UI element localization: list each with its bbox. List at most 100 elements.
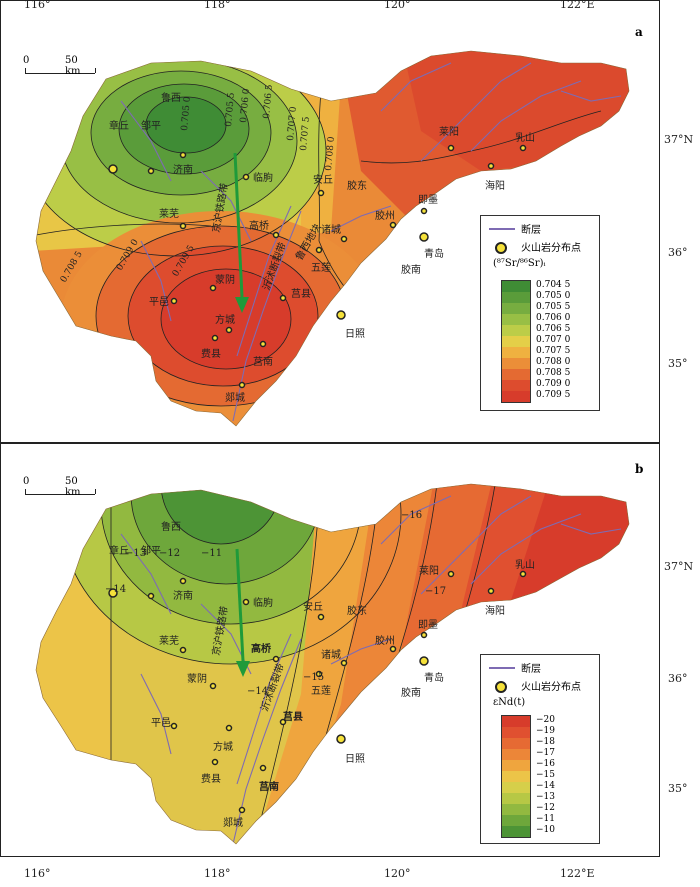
- place-zhangqiu-b: 章丘: [109, 544, 129, 557]
- legend-b-label-4: −16: [536, 759, 555, 769]
- place-mengyin-a: 蒙阴: [215, 273, 235, 286]
- place-rizhao-b: 日照: [345, 753, 365, 765]
- place-jiaozhou-a: 胶州: [375, 209, 395, 222]
- place-jiaodong-b: 胶东: [347, 604, 367, 617]
- place-zhucheng-b: 诸城: [321, 649, 341, 661]
- scale-bar-b: 0 50 km: [23, 476, 96, 498]
- volcanic-point-icon: [495, 242, 507, 254]
- place-gaoqiao-a: 高桥: [249, 219, 269, 232]
- lon-label-118-top: 118°: [204, 0, 231, 11]
- fault-line-icon: [489, 667, 515, 669]
- place-haiyang-a: 海阳: [485, 179, 505, 192]
- place-jimo-a: 即墨: [418, 194, 438, 206]
- place-laiyang-a: 莱阳: [439, 126, 459, 138]
- place-zouping-b: 邹平: [141, 544, 161, 557]
- lon-label-118: 118°: [204, 867, 231, 880]
- place-jimo-b: 即墨: [418, 619, 438, 631]
- legend-b-label-1: −19: [536, 726, 555, 736]
- place-qingdao-a: 青岛: [424, 247, 444, 260]
- place-pingyi-b: 平邑: [151, 717, 171, 729]
- legend-a-label-10: 0.709 5: [536, 390, 571, 400]
- contour-label-b-6: −17: [425, 586, 446, 597]
- contour-label-a-2: 0.706 0: [239, 88, 252, 123]
- place-junan-b: 莒南: [259, 780, 279, 793]
- legend-a-label-3: 0.706 0: [536, 313, 571, 323]
- place-luxi-b: 鲁西: [161, 520, 181, 533]
- place-mengyin-b: 蒙阴: [187, 672, 207, 685]
- legend-a-label-8: 0.708 5: [536, 368, 571, 378]
- legend-b: 断层 火山岩分布点 εNd(t) −20 −19 −18 −17 −16 −15 −14 −1…: [480, 654, 600, 844]
- place-qingdao-b: 青岛: [424, 671, 444, 684]
- contour-label-b-3: −14: [105, 584, 126, 595]
- legend-b-label-0: −20: [536, 715, 555, 725]
- contour-label-b-4: −15: [303, 672, 324, 683]
- contour-label-a-4: 0.707 0: [286, 106, 299, 141]
- contour-label-b-7: −14: [247, 686, 268, 697]
- legend-a-label-1: 0.705 0: [536, 291, 571, 301]
- lat-label-36-a: 36°: [668, 246, 688, 259]
- lat-label-37-a: 37°N: [664, 133, 694, 146]
- color-ramp-b: −20 −19 −18 −17 −16 −15 −14 −13 −12 −11 −10: [501, 715, 555, 838]
- place-wulian-a: 五莲: [311, 262, 331, 274]
- place-zhangqiu-a: 章丘: [109, 119, 129, 132]
- contour-label-a-6: 0.708 0: [324, 136, 337, 171]
- lat-label-37-b: 37°N: [664, 560, 694, 573]
- legend-title-a: (⁸⁷Sr/⁸⁶Sr)ᵢ: [493, 258, 546, 269]
- place-tancheng-b: 郯城: [223, 816, 243, 829]
- place-zhucheng-a: 诸城: [321, 224, 341, 236]
- place-linqu-a: 临朐: [253, 171, 273, 184]
- place-luxi-a: 鲁西: [161, 91, 181, 104]
- map-panel-a: 章丘 邹平 鲁西 济南 临朐 莱芜 高桥 安丘 胶东 诸城 胶州 即墨 青岛 胶…: [0, 0, 660, 443]
- legend-b-swatch-10: [502, 826, 530, 838]
- place-laiwu-a: 莱芜: [159, 207, 179, 220]
- place-zouping-a: 邹平: [141, 119, 161, 132]
- legend-a: 断层 火山岩分布点 (⁸⁷Sr/⁸⁶Sr)ᵢ 0.704 5 0.705 0 0.7…: [480, 215, 600, 411]
- lat-label-35-b: 35°: [668, 782, 688, 795]
- legend-a-label-6: 0.707 5: [536, 346, 571, 356]
- lon-label-122-top: 122°E: [560, 0, 595, 11]
- place-fangcheng-b: 方城: [213, 740, 233, 753]
- lon-label-116: 116°: [24, 867, 51, 880]
- map-a-svg: 章丘 邹平 鲁西 济南 临朐 莱芜 高桥 安丘 胶东 诸城 胶州 即墨 青岛 胶…: [35, 50, 630, 427]
- place-haiyang-b: 海阳: [485, 604, 505, 617]
- place-tancheng-a: 郯城: [225, 391, 245, 404]
- contour-label-a-1: 0.705 5: [224, 92, 237, 127]
- place-jiaodong-a: 胶东: [347, 179, 367, 192]
- place-gaoqiao-b: 高桥: [251, 642, 272, 655]
- legend-a-swatch-10: [502, 391, 530, 403]
- place-linqu-b: 临朐: [253, 596, 273, 609]
- legend-b-label-2: −18: [536, 737, 555, 747]
- legend-b-label-7: −13: [536, 792, 555, 802]
- place-rushan-b: 乳山: [515, 558, 535, 571]
- contour-label-b-1: −12: [159, 548, 180, 559]
- place-laiyang-b: 莱阳: [419, 565, 439, 577]
- lon-label-120-top: 120°: [384, 0, 411, 11]
- legend-b-label-6: −14: [536, 781, 555, 791]
- place-fangcheng-a: 方城: [215, 313, 235, 326]
- lon-label-116-top: 116°: [24, 0, 51, 11]
- panel-label-b: b: [635, 462, 644, 476]
- contour-label-b-5: −16: [401, 510, 422, 521]
- place-jiaonan-b: 胶南: [401, 686, 421, 699]
- legend-b-label-9: −11: [536, 814, 555, 824]
- color-ramp-a: 0.704 5 0.705 0 0.705 5 0.706 0 0.706 5 0.707…: [501, 280, 570, 403]
- legend-volcanic-a: 火山岩分布点: [521, 243, 581, 254]
- fault-line-icon: [489, 228, 515, 230]
- place-pingyi-a: 平邑: [149, 296, 169, 308]
- legend-a-label-5: 0.707 0: [536, 335, 571, 345]
- lon-label-122: 122°E: [560, 867, 595, 880]
- scale-bar-a: 0 50 km: [23, 55, 96, 77]
- place-jiaozhou-b: 胶州: [375, 634, 395, 647]
- legend-b-label-10: −10: [536, 825, 555, 835]
- legend-a-label-2: 0.705 5: [536, 302, 571, 312]
- contour-label-b-0: −11: [201, 548, 222, 559]
- place-feixian-a: 费县: [201, 347, 221, 360]
- place-feixian-b: 费县: [201, 772, 221, 785]
- place-jinan-b: 济南: [173, 589, 193, 602]
- place-juxian-a: 莒县: [291, 288, 311, 300]
- place-juxian-b: 莒县: [283, 710, 303, 723]
- place-wulian-b: 五莲: [311, 685, 331, 697]
- place-jinan-a: 济南: [173, 163, 193, 176]
- place-laiwu-b: 莱芜: [159, 634, 179, 647]
- legend-b-label-5: −15: [536, 770, 555, 780]
